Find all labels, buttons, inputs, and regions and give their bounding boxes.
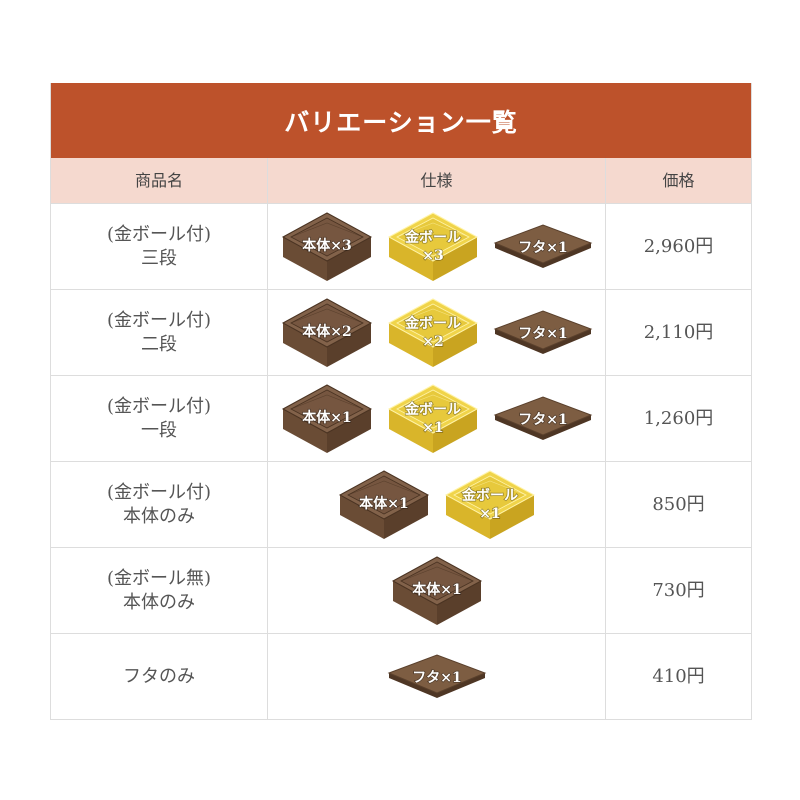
spec-cell: 本体×1 金ボール ×1 [268,462,606,547]
product-name-line2: 一段 [140,419,177,441]
price: 1,260円 [643,407,714,429]
product-name-line1: (金ボール付) [106,395,212,417]
product-name: (金ボール付) 二段 [51,290,268,375]
box-label: 金ボール [404,315,461,332]
product-name-line2: 本体のみ [122,505,195,527]
spec-cell: 本体×1 金ボール ×1 フタ×1 [268,376,606,461]
box-label: フタ×1 [412,670,461,686]
price: 730円 [652,579,705,601]
box-label: 本体×1 [412,581,461,598]
variation-table: バリエーション一覧 商品名 仕様 価格 (金ボール付) 三段 本体×3 金ボール ×… [50,83,752,720]
table-row: フタのみ フタ×1 410円 [51,633,751,719]
box-label: ×1 [422,420,443,436]
table-row: (金ボール無) 本体のみ 本体×1 730円 [51,547,751,633]
lid-icon: フタ×1 [493,309,592,354]
box-label: フタ×1 [518,240,567,256]
gold-ball-box-icon: 金ボール ×1 [387,383,478,453]
box-label: 金ボール [404,401,461,418]
box-label: ×2 [422,334,443,350]
table-row: (金ボール付) 三段 本体×3 金ボール ×3 フタ×1 2,960円 [51,203,751,289]
box-label: 金ボール [404,229,461,246]
product-name-line1: (金ボール付) [106,309,212,331]
spec-cell: 本体×1 [268,548,606,633]
product-name: (金ボール付) 本体のみ [51,462,268,547]
product-name-line1: (金ボール無) [106,567,212,589]
spec-cell: 本体×3 金ボール ×3 フタ×1 [268,204,606,289]
product-name-line1: (金ボール付) [106,481,212,503]
product-name: (金ボール付) 三段 [51,204,268,289]
product-name: (金ボール付) 一段 [51,376,268,461]
header-spec: 仕様 [268,158,606,203]
box-label: ×3 [422,248,443,264]
product-name-line1: (金ボール付) [106,223,212,245]
product-name-line1: フタのみ [123,665,195,687]
header-product-name: 商品名 [51,158,268,203]
header-row: 商品名 仕様 価格 [51,158,751,203]
body-box-icon: 本体×2 [281,297,372,367]
lid-icon: フタ×1 [493,395,592,440]
box-label: 本体×3 [302,237,351,254]
body-box-icon: 本体×1 [338,469,429,539]
price: 2,110円 [643,321,714,343]
lid-icon: フタ×1 [493,223,592,268]
lid-icon: フタ×1 [387,653,486,698]
table-title: バリエーション一覧 [51,83,751,158]
box-label: 金ボール [461,487,518,504]
table-row: (金ボール付) 本体のみ 本体×1 金ボール ×1 850円 [51,461,751,547]
gold-ball-box-icon: 金ボール ×1 [444,469,535,539]
product-name: フタのみ [51,634,268,719]
box-label: ×1 [479,506,500,522]
body-box-icon: 本体×1 [391,555,482,625]
price: 850円 [652,493,705,515]
box-label: フタ×1 [518,326,567,342]
product-name-line2: 二段 [140,333,177,355]
spec-cell: フタ×1 [268,634,606,719]
header-price: 価格 [662,170,695,190]
box-label: フタ×1 [518,412,567,428]
body-box-icon: 本体×3 [281,211,372,281]
box-label: 本体×2 [302,323,351,340]
body-box-icon: 本体×1 [281,383,372,453]
table-row: (金ボール付) 一段 本体×1 金ボール ×1 フタ×1 1,260円 [51,375,751,461]
product-name: (金ボール無) 本体のみ [51,548,268,633]
gold-ball-box-icon: 金ボール ×2 [387,297,478,367]
spec-cell: 本体×2 金ボール ×2 フタ×1 [268,290,606,375]
price: 410円 [652,665,705,687]
product-name-line2: 三段 [140,247,177,269]
table-row: (金ボール付) 二段 本体×2 金ボール ×2 フタ×1 2,110円 [51,289,751,375]
box-label: 本体×1 [302,409,351,426]
gold-ball-box-icon: 金ボール ×3 [387,211,478,281]
box-label: 本体×1 [359,495,408,512]
product-name-line2: 本体のみ [122,591,195,613]
price: 2,960円 [643,235,714,257]
